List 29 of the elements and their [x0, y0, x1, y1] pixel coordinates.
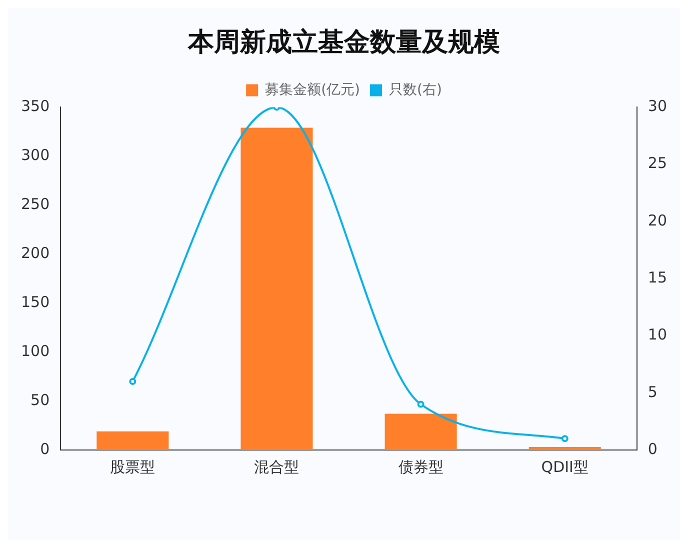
y2-tick-label: 0 — [648, 440, 658, 458]
y2-tick-label: 25 — [648, 154, 668, 172]
y2-tick-label: 10 — [648, 326, 668, 344]
point — [417, 400, 424, 408]
legend-label: 只数(右) — [389, 82, 442, 98]
bar — [240, 128, 313, 450]
legend-label: 募集金额(亿元) — [265, 82, 360, 98]
y-tick-label: 0 — [40, 440, 50, 458]
y-tick-label: 300 — [20, 146, 50, 164]
x-tick-label: 混合型 — [254, 458, 300, 476]
y2-tick-label: 5 — [648, 382, 658, 401]
y2-tick-label: 15 — [648, 268, 668, 286]
y-tick-label: 200 — [20, 244, 50, 262]
bar — [528, 447, 601, 450]
y2-tick-label: 30 — [648, 97, 668, 116]
x-tick-label: 股票型 — [110, 458, 156, 476]
chart-title: 本周新成立基金数量及规模 — [187, 27, 500, 58]
y-tick-label: 250 — [20, 195, 50, 214]
y-tick-label: 350 — [20, 97, 50, 116]
point — [129, 378, 136, 385]
point — [561, 435, 568, 442]
y-tick-label: 100 — [20, 342, 50, 360]
y-tick-label: 150 — [20, 292, 50, 311]
x-tick-label: QDII型 — [541, 458, 588, 476]
y-tick-label: 50 — [30, 390, 50, 409]
y2-tick-label: 20 — [648, 211, 668, 230]
x-tick-label: 债券型 — [398, 458, 444, 476]
bar — [384, 414, 457, 450]
bar — [96, 431, 169, 450]
